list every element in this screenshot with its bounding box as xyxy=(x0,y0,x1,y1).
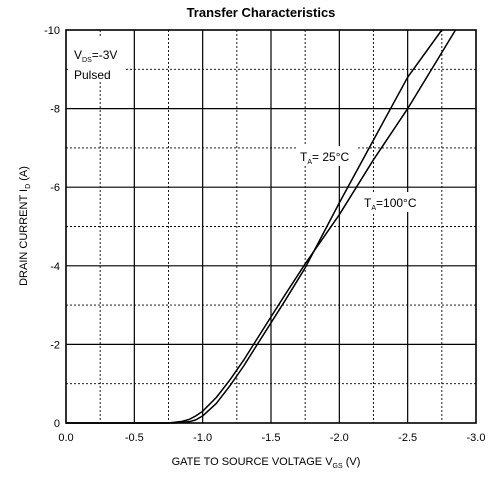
y-tick-label: -10 xyxy=(44,25,60,37)
y-tick-label: -4 xyxy=(50,261,60,273)
grid xyxy=(66,30,476,423)
condition-vds-main: V xyxy=(74,48,82,62)
y-axis-label-sub: D xyxy=(25,184,32,189)
x-tick-label: -0.5 xyxy=(125,432,144,444)
condition-vds-value: =-3V xyxy=(92,48,118,62)
series-label-100: TA=100°C xyxy=(364,196,417,212)
condition-vds-sub: DS xyxy=(82,57,92,64)
y-axis-label: DRAIN CURRENT ID (A) xyxy=(18,166,32,286)
series-label-100-value: =100°C xyxy=(376,196,417,210)
x-tick-label: -2.0 xyxy=(330,432,349,444)
x-tick-label: -3.0 xyxy=(467,432,486,444)
series-label-25-value: = 25°C xyxy=(312,150,349,164)
series-label-bg-25 xyxy=(298,146,356,166)
plot-frame xyxy=(65,29,477,424)
y-tick-label: 0 xyxy=(54,418,60,430)
condition-mode: Pulsed xyxy=(74,68,111,82)
x-tick-label: -1.0 xyxy=(193,432,212,444)
y-tick-label: -2 xyxy=(50,339,60,351)
y-axis-label-main: DRAIN CURRENT I xyxy=(18,189,30,286)
y-axis-label-unit: (A) xyxy=(18,166,30,184)
series-lines xyxy=(66,29,457,424)
series-label-100-sub: A xyxy=(371,205,376,212)
conditions-box-bg xyxy=(70,36,124,82)
chart-title: Transfer Characteristics xyxy=(187,5,336,20)
x-axis-label-main: GATE TO SOURCE VOLTAGE V xyxy=(172,456,334,468)
series-label-25-main: T xyxy=(300,150,308,164)
y-tick-label: -6 xyxy=(50,182,60,194)
x-axis-label-sub: GS xyxy=(333,463,343,470)
series-label-25: TA= 25°C xyxy=(300,150,350,166)
x-tick-label: 0.0 xyxy=(58,432,73,444)
series-line-100c xyxy=(66,29,457,424)
series-label-100-main: T xyxy=(364,196,372,210)
x-tick-label: -1.5 xyxy=(262,432,281,444)
series-line-25c xyxy=(66,29,443,424)
series-label-25-sub: A xyxy=(307,159,312,166)
x-axis-label-unit: (V) xyxy=(343,456,361,468)
x-tick-label: -2.5 xyxy=(398,432,417,444)
y-tick-label: -8 xyxy=(50,104,60,116)
condition-vds: VDS=-3V xyxy=(74,48,117,64)
series-label-bg-100 xyxy=(362,192,428,212)
tick-labels: 0.0 -0.5 -1.0 -1.5 -2.0 -2.5 -3.0 0 -2 -4 -6 -8 -10 xyxy=(44,25,485,444)
x-axis-label: GATE TO SOURCE VOLTAGE VGS (V) xyxy=(172,456,361,470)
